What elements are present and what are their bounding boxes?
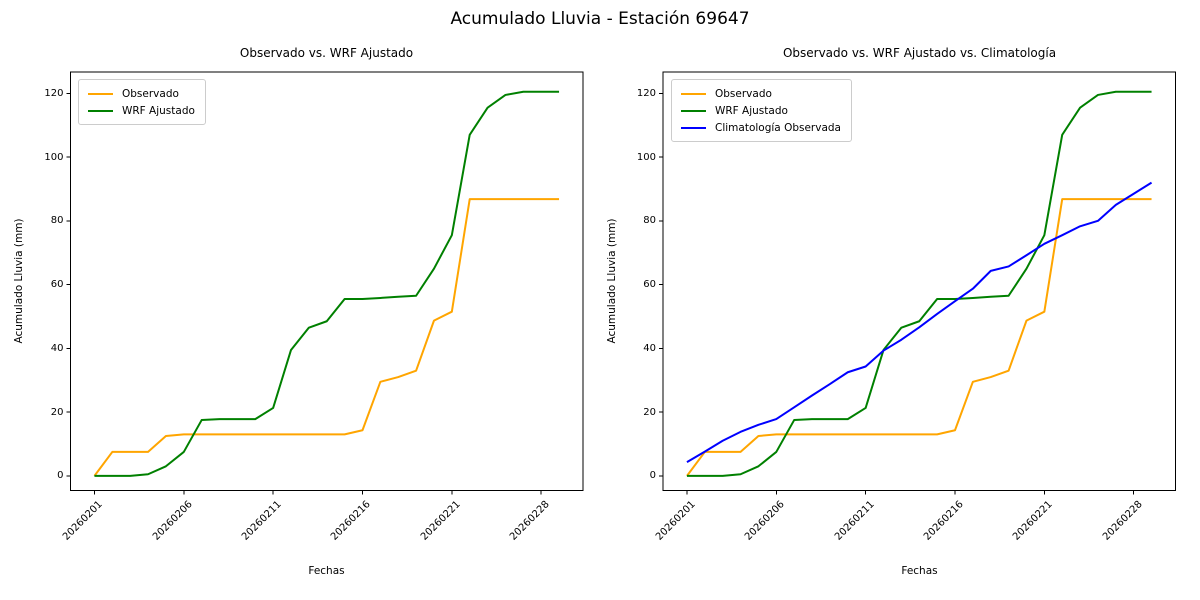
legend-item: Observado xyxy=(88,85,195,102)
legend-line-swatch xyxy=(681,92,706,95)
legend-label: Observado xyxy=(122,87,179,100)
legend-label: Climatología Observada xyxy=(715,121,841,134)
legend-line-swatch xyxy=(88,92,113,95)
chart-title-right: Observado vs. WRF Ajustado vs. Climatolo… xyxy=(782,46,1057,60)
subplot-left: Observado vs. WRF Ajustado Acumulado Llu… xyxy=(13,46,584,577)
subplot-right: Observado vs. WRF Ajustado vs. Climatolo… xyxy=(592,0,1200,600)
legend-label: WRF Ajustado xyxy=(122,104,195,117)
legend-line-swatch xyxy=(88,109,113,112)
y-tick-label: 20 xyxy=(50,406,64,418)
y-tick-label: 40 xyxy=(50,342,64,354)
legend-label: Observado xyxy=(715,87,772,100)
legend-item: Observado xyxy=(681,85,841,102)
y-tick-label: 120 xyxy=(636,87,656,99)
legend-line-swatch xyxy=(681,109,706,112)
y-tick-label: 60 xyxy=(50,279,64,291)
legend-line-swatch xyxy=(681,126,706,129)
legend-label: WRF Ajustado xyxy=(715,104,788,117)
y-tick-label: 0 xyxy=(649,470,656,482)
plot-canvas-left xyxy=(66,71,584,495)
chart-title-left: Observado vs. WRF Ajustado xyxy=(239,46,414,60)
y-tick-label: 120 xyxy=(44,87,64,99)
y-tick-label: 80 xyxy=(643,215,656,227)
y-tick-label: 100 xyxy=(44,151,64,163)
legend-right: Observado WRF Ajustado Climatología Obse… xyxy=(671,79,852,142)
legend-item: WRF Ajustado xyxy=(88,102,195,119)
y-tick-label: 40 xyxy=(643,342,656,354)
y-tick-label: 100 xyxy=(636,151,656,163)
y-tick-label: 20 xyxy=(643,406,656,418)
legend-item: WRF Ajustado xyxy=(681,102,841,119)
x-axis-label-right: Fechas xyxy=(901,565,938,577)
legend-item: Climatología Observada xyxy=(681,119,841,136)
y-tick-label: 0 xyxy=(57,470,64,482)
legend-left: Observado WRF Ajustado xyxy=(78,79,206,125)
figure-title: Acumulado Lluvia - Estación 69647 xyxy=(450,9,750,29)
plot-canvas-right xyxy=(659,71,1176,495)
x-axis-label-left: Fechas xyxy=(308,565,345,577)
y-tick-label: 80 xyxy=(50,215,64,227)
y-tick-label: 60 xyxy=(643,279,656,291)
